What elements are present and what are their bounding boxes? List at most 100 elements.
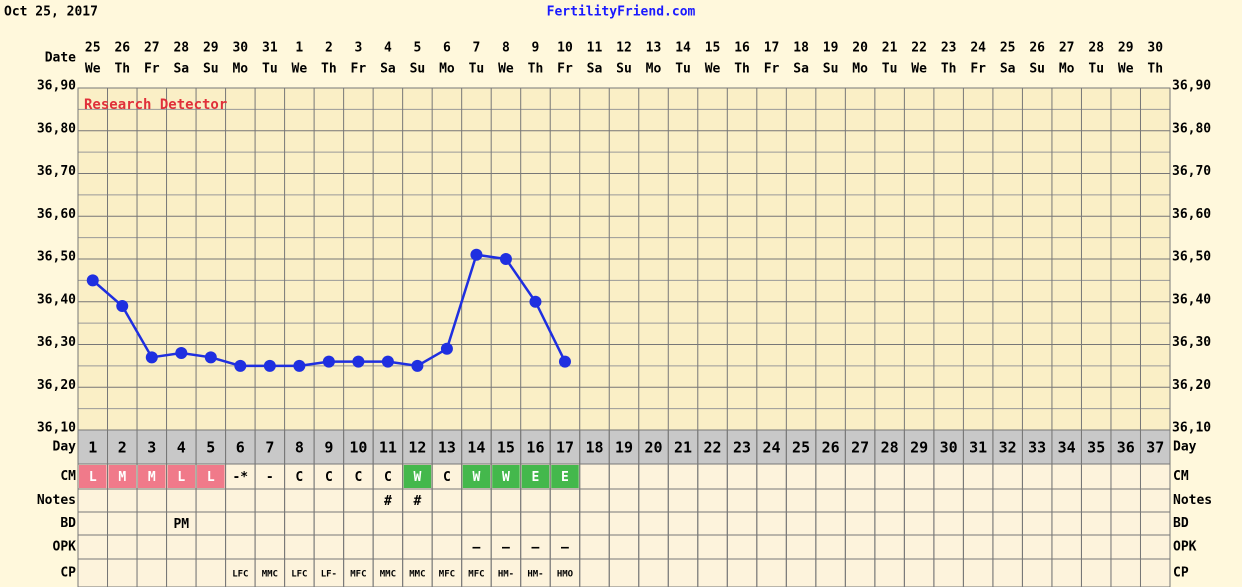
weekday: Tu <box>262 62 278 77</box>
date-number: 26 <box>1029 41 1045 56</box>
day-cell-text: 19 <box>615 439 633 457</box>
y-tick-label: 36,80 <box>1172 121 1211 136</box>
date-number: 22 <box>911 41 927 56</box>
weekday: Mo <box>1059 62 1075 77</box>
date-number: 25 <box>1000 41 1016 56</box>
date-number: 27 <box>144 41 160 56</box>
date-number: 16 <box>734 41 750 56</box>
day-cell-text: 24 <box>763 439 781 457</box>
cp-cell-text: MFC <box>439 570 455 580</box>
day-cell-text: 21 <box>674 439 692 457</box>
date-number: 31 <box>262 41 278 56</box>
date-number: 10 <box>557 41 573 56</box>
weekday: We <box>705 62 721 77</box>
weekday: Tu <box>675 62 691 77</box>
y-tick-label: 36,20 <box>1172 378 1211 393</box>
row-label: Day <box>53 440 77 455</box>
cm-cell-text: M <box>148 470 156 485</box>
weekday: Fr <box>351 62 367 77</box>
y-tick-label: 36,70 <box>37 164 76 179</box>
weekday: Tu <box>882 62 898 77</box>
date-number: 4 <box>384 41 392 56</box>
row-bg <box>77 511 1171 536</box>
day-cell-text: 28 <box>881 439 899 457</box>
row-bg <box>77 429 1171 465</box>
temperature-point <box>204 351 217 364</box>
temperature-point <box>263 359 276 372</box>
weekday: Th <box>114 62 130 77</box>
date-number: 18 <box>793 41 809 56</box>
weekday: We <box>1118 62 1134 77</box>
chart-date: Oct 25, 2017 <box>4 5 98 20</box>
y-tick-label: 36,10 <box>1172 421 1211 436</box>
day-cell-text: 27 <box>851 439 869 457</box>
cm-cell-text: C <box>443 470 451 485</box>
day-cell-text: 11 <box>379 439 397 457</box>
y-tick-label: 36,60 <box>37 207 76 222</box>
day-cell-text: 4 <box>177 439 186 457</box>
temperature-point <box>558 355 571 368</box>
weekday: Th <box>321 62 337 77</box>
day-cell-text: 29 <box>910 439 928 457</box>
temperature-point <box>145 351 158 364</box>
date-number: 9 <box>532 41 540 56</box>
weekday: Tu <box>469 62 485 77</box>
y-tick-label: 36,40 <box>1172 292 1211 307</box>
weekday: Su <box>203 62 219 77</box>
date-number: 29 <box>1118 41 1134 56</box>
cm-cell-text: - <box>266 470 274 485</box>
day-cell-text: 13 <box>438 439 456 457</box>
cm-cell <box>138 465 166 488</box>
y-tick-label: 36,90 <box>1172 79 1211 94</box>
day-cell-text: 1 <box>88 439 97 457</box>
weekday: We <box>85 62 101 77</box>
date-number: 2 <box>325 41 333 56</box>
cm-cell <box>462 465 491 488</box>
day-cell-text: 22 <box>704 439 722 457</box>
date-number: 5 <box>413 41 421 56</box>
cm-cell-text: W <box>502 470 510 485</box>
weekday: Th <box>528 62 544 77</box>
site-name: FertilityFriend.com <box>547 5 696 20</box>
cp-cell-text: MMC <box>380 570 396 580</box>
day-cell-text: 30 <box>940 439 958 457</box>
temperature-point <box>322 355 335 368</box>
weekday: We <box>911 62 927 77</box>
cp-cell-text: LFC <box>291 570 307 580</box>
day-cell-text: 23 <box>733 439 751 457</box>
notes-cell-text: # <box>384 494 392 509</box>
date-number: 15 <box>705 41 721 56</box>
cm-cell-text: C <box>354 470 362 485</box>
cm-cell <box>79 465 107 488</box>
weekday: Mo <box>232 62 248 77</box>
date-number: 19 <box>823 41 839 56</box>
y-tick-label: 36,10 <box>37 421 76 436</box>
date-number: 12 <box>616 41 632 56</box>
cm-cell-text: C <box>325 470 333 485</box>
row-label: BD <box>1173 516 1189 531</box>
day-cell-text: 20 <box>644 439 662 457</box>
row-label: BD <box>60 516 76 531</box>
day-cell-text: 25 <box>792 439 810 457</box>
weekday: Mo <box>439 62 455 77</box>
temperature-point <box>175 347 188 360</box>
opk-cell-text: – <box>473 541 481 556</box>
date-number: 1 <box>295 41 303 56</box>
row-label: CP <box>1173 566 1189 581</box>
date-number: 21 <box>882 41 898 56</box>
day-cell-text: 32 <box>999 439 1017 457</box>
weekday: Su <box>1029 62 1045 77</box>
row-label: CP <box>60 566 76 581</box>
cp-cell-text: MFC <box>350 570 366 580</box>
row-label: CM <box>1173 469 1189 484</box>
y-tick-label: 36,70 <box>1172 164 1211 179</box>
date-number: 30 <box>1147 41 1163 56</box>
weekday: Mo <box>852 62 868 77</box>
date-number: 8 <box>502 41 510 56</box>
day-cell-text: 5 <box>206 439 215 457</box>
weekday: Fr <box>970 62 986 77</box>
day-cell-text: 16 <box>526 439 544 457</box>
date-number: 27 <box>1059 41 1075 56</box>
day-cell-text: 34 <box>1058 439 1076 457</box>
temperature-point <box>293 359 306 372</box>
